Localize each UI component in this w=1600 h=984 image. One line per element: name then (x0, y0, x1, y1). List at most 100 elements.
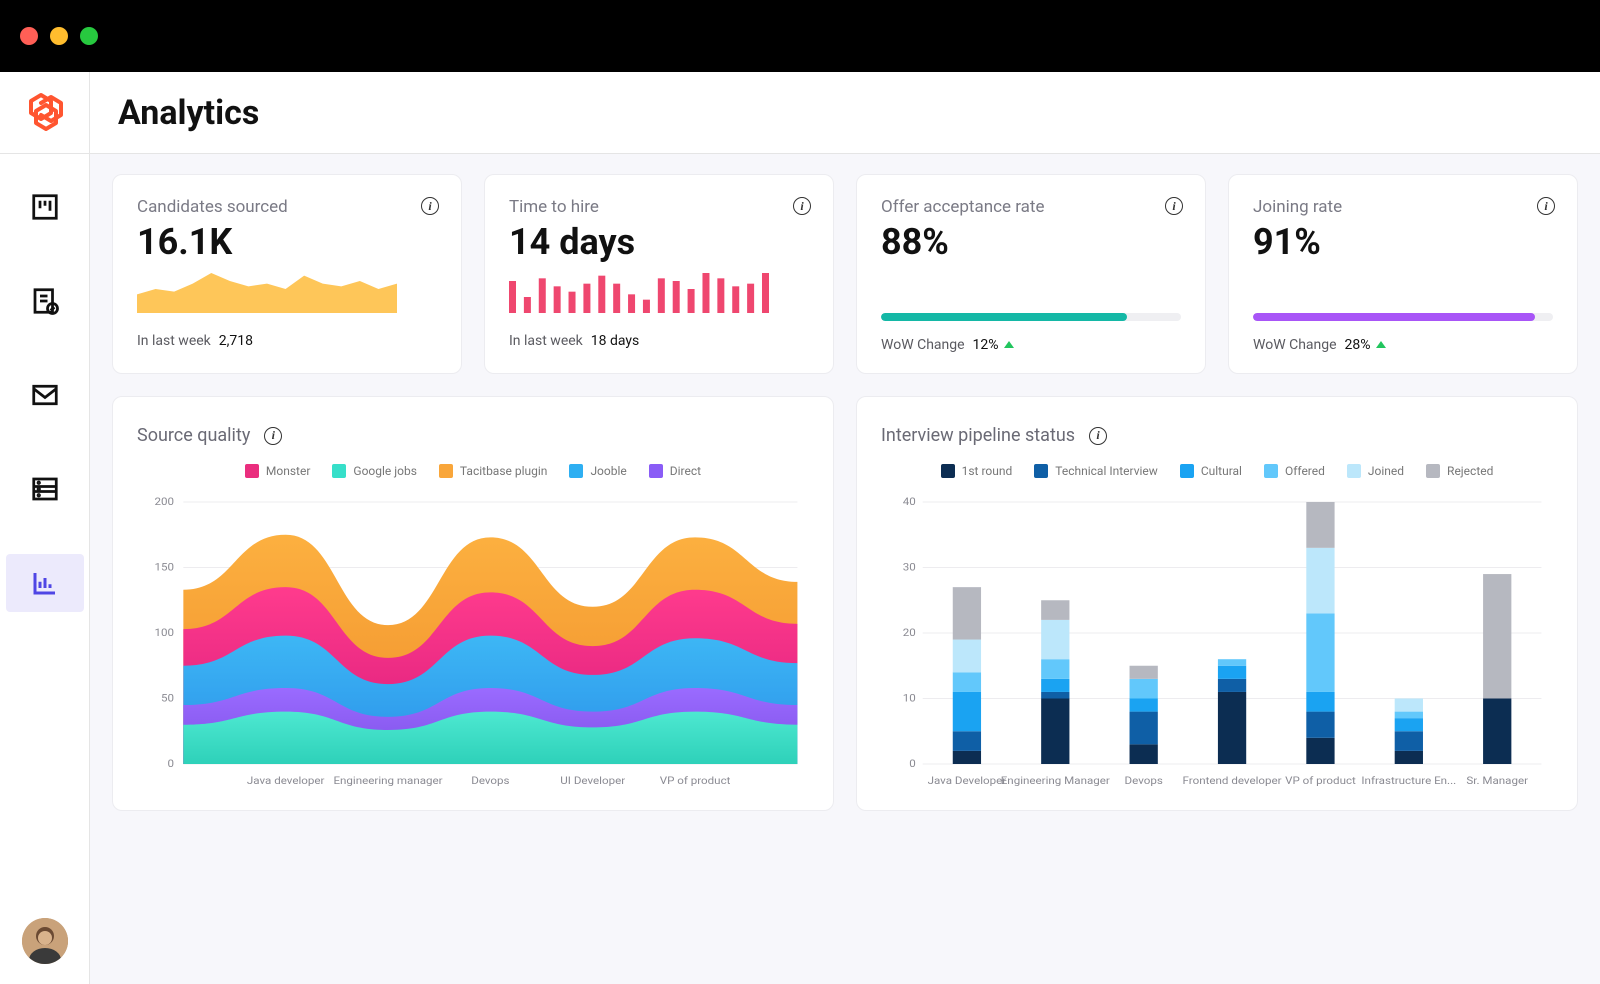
charts-row: Source quality i Monster Google jobs Tacit… (112, 396, 1578, 811)
kpi-footer: WoW Change28% (1253, 337, 1553, 353)
source-quality-title: Source quality (137, 425, 250, 446)
page-title: Analytics (118, 93, 259, 133)
legend-label: Joined (1368, 464, 1404, 478)
legend-item[interactable]: Direct (649, 464, 701, 478)
legend-swatch (1264, 464, 1278, 478)
legend-item[interactable]: Technical Interview (1034, 464, 1158, 478)
legend-label: 1st round (962, 464, 1013, 478)
svg-text:50: 50 (161, 692, 174, 704)
legend-label: Monster (266, 464, 311, 478)
avatar[interactable] (22, 918, 68, 964)
kpi-title: Time to hire (509, 197, 809, 217)
sidebar-item-mail[interactable] (6, 366, 84, 424)
svg-text:40: 40 (903, 496, 916, 508)
kpi-footer: WoW Change12% (881, 337, 1181, 353)
svg-text:150: 150 (155, 561, 175, 573)
legend-label: Offered (1285, 464, 1325, 478)
source-quality-legend: Monster Google jobs Tacitbase plugin Jooble… (137, 464, 809, 478)
brand-logo-icon (23, 91, 67, 135)
info-icon[interactable]: i (1089, 427, 1107, 445)
progress-bar (881, 313, 1181, 321)
board-icon (30, 192, 60, 222)
legend-swatch (245, 464, 259, 478)
kpi-row: Candidates sourced i 16.1K In last week2… (112, 174, 1578, 374)
minimize-dot[interactable] (50, 27, 68, 45)
pipeline-chart: 010203040Java DeveloperEngineering Manag… (881, 492, 1553, 792)
sidebar-item-tasks[interactable] (6, 272, 84, 330)
trend-up-icon (1376, 341, 1386, 348)
content: Candidates sourced i 16.1K In last week2… (90, 154, 1600, 984)
analytics-icon (30, 568, 60, 598)
legend-swatch (1034, 464, 1048, 478)
legend-item[interactable]: Offered (1264, 464, 1325, 478)
body: Candidates sourced i 16.1K In last week2… (0, 154, 1600, 984)
source-quality-card: Source quality i Monster Google jobs Tacit… (112, 396, 834, 811)
app-window: Analytics (0, 72, 1600, 984)
kpi-card: Offer acceptance rate i 88% WoW Change12… (856, 174, 1206, 374)
legend-swatch (569, 464, 583, 478)
legend-item[interactable]: Jooble (569, 464, 626, 478)
kpi-card: Joining rate i 91% WoW Change28% (1228, 174, 1578, 374)
svg-text:Java developer: Java developer (247, 775, 325, 787)
legend-swatch (649, 464, 663, 478)
pipeline-legend: 1st round Technical Interview Cultural Offe… (881, 464, 1553, 478)
legend-item[interactable]: Google jobs (332, 464, 417, 478)
svg-text:Infrastructure En...: Infrastructure En... (1361, 775, 1456, 787)
legend-swatch (1347, 464, 1361, 478)
avatar-icon (22, 918, 68, 964)
legend-item[interactable]: Tacitbase plugin (439, 464, 548, 478)
svg-text:Devops: Devops (471, 775, 510, 787)
legend-item[interactable]: Rejected (1426, 464, 1493, 478)
kpi-value: 16.1K (137, 221, 437, 263)
svg-text:UI Developer: UI Developer (560, 775, 625, 787)
svg-text:Sr. Manager: Sr. Manager (1466, 775, 1528, 787)
kpi-footer: In last week2,718 (137, 333, 437, 349)
legend-item[interactable]: 1st round (941, 464, 1013, 478)
header-bar: Analytics (0, 72, 1600, 154)
maximize-dot[interactable] (80, 27, 98, 45)
legend-swatch (439, 464, 453, 478)
svg-text:Java Developer: Java Developer (928, 775, 1007, 787)
legend-label: Google jobs (353, 464, 417, 478)
sidebar-item-analytics[interactable] (6, 554, 84, 612)
legend-item[interactable]: Monster (245, 464, 311, 478)
window-chrome (0, 0, 1600, 72)
svg-text:200: 200 (155, 496, 175, 508)
info-icon[interactable]: i (793, 197, 811, 215)
kpi-value: 91% (1253, 221, 1553, 263)
legend-label: Direct (670, 464, 701, 478)
legend-swatch (1426, 464, 1440, 478)
info-icon[interactable]: i (1537, 197, 1555, 215)
mini-bar-chart (509, 273, 769, 313)
progress-fill (1253, 313, 1535, 321)
tasks-icon (30, 286, 60, 316)
svg-text:VP of product: VP of product (660, 775, 731, 787)
svg-text:30: 30 (903, 561, 916, 573)
sidebar (0, 154, 90, 984)
legend-item[interactable]: Joined (1347, 464, 1404, 478)
svg-text:20: 20 (903, 627, 916, 639)
svg-text:Engineering manager: Engineering manager (333, 775, 443, 787)
sidebar-item-database[interactable] (6, 460, 84, 518)
legend-label: Cultural (1201, 464, 1242, 478)
info-icon[interactable]: i (264, 427, 282, 445)
kpi-footer: In last week18 days (509, 333, 809, 349)
mini-area-chart (137, 273, 397, 313)
legend-item[interactable]: Cultural (1180, 464, 1242, 478)
logo[interactable] (0, 72, 90, 153)
trend-up-icon (1004, 341, 1014, 348)
sidebar-item-board[interactable] (6, 178, 84, 236)
info-icon[interactable]: i (421, 197, 439, 215)
svg-text:0: 0 (909, 758, 916, 770)
kpi-title: Joining rate (1253, 197, 1553, 217)
svg-text:Frontend developer: Frontend developer (1183, 775, 1282, 787)
kpi-card: Time to hire i 14 days In last week18 da… (484, 174, 834, 374)
legend-swatch (1180, 464, 1194, 478)
info-icon[interactable]: i (1165, 197, 1183, 215)
legend-swatch (332, 464, 346, 478)
close-dot[interactable] (20, 27, 38, 45)
legend-swatch (941, 464, 955, 478)
kpi-value: 88% (881, 221, 1181, 263)
svg-text:100: 100 (155, 627, 175, 639)
progress-fill (881, 313, 1127, 321)
